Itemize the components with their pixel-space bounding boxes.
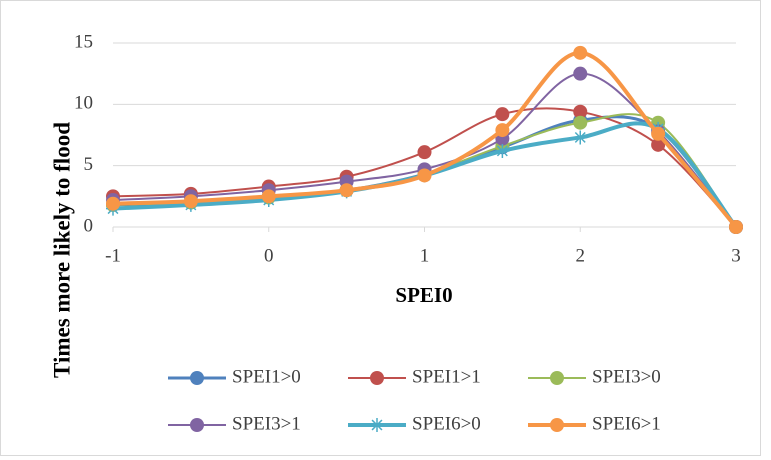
y-tick-label: 10 bbox=[74, 93, 93, 114]
data-point bbox=[495, 123, 510, 138]
data-point bbox=[651, 126, 666, 141]
legend-label: SPEI6>0 bbox=[412, 413, 481, 434]
data-point bbox=[417, 145, 432, 160]
data-point bbox=[261, 189, 276, 204]
y-tick-label: 5 bbox=[84, 154, 94, 175]
x-tick-label: 0 bbox=[264, 245, 274, 266]
data-point bbox=[573, 66, 588, 81]
data-point bbox=[495, 143, 510, 158]
data-point bbox=[573, 130, 588, 145]
series-line bbox=[112, 50, 738, 229]
x-tick-label: -1 bbox=[105, 245, 121, 266]
legend-marker bbox=[190, 418, 204, 432]
legend-label: SPEI1>0 bbox=[232, 366, 301, 387]
legend-label: SPEI3>0 bbox=[592, 366, 661, 387]
legend-marker bbox=[370, 371, 384, 385]
data-point bbox=[729, 220, 743, 234]
data-point bbox=[573, 45, 588, 60]
y-axis-label: Times more likely to flood bbox=[49, 122, 74, 378]
y-tick-label: 0 bbox=[84, 215, 94, 236]
x-tick-label: 3 bbox=[731, 245, 741, 266]
legend-label: SPEI1>1 bbox=[412, 366, 481, 387]
data-point bbox=[417, 168, 432, 183]
legend-marker bbox=[190, 371, 204, 385]
legend-marker bbox=[370, 418, 384, 432]
x-tick-label: 2 bbox=[576, 245, 586, 266]
legend-label: SPEI6>1 bbox=[592, 413, 661, 434]
legend-marker bbox=[550, 418, 564, 432]
legend-label: SPEI3>1 bbox=[232, 413, 301, 434]
data-point bbox=[183, 194, 198, 209]
y-tick-label: 15 bbox=[74, 31, 93, 52]
data-point bbox=[495, 107, 510, 122]
data-point bbox=[339, 183, 354, 198]
data-point bbox=[651, 137, 666, 152]
data-point bbox=[573, 104, 588, 119]
x-tick-label: 1 bbox=[420, 245, 430, 266]
data-point bbox=[573, 115, 588, 130]
x-axis-label: SPEI0 bbox=[395, 283, 452, 307]
legend-marker bbox=[550, 371, 564, 385]
data-point bbox=[106, 196, 120, 211]
